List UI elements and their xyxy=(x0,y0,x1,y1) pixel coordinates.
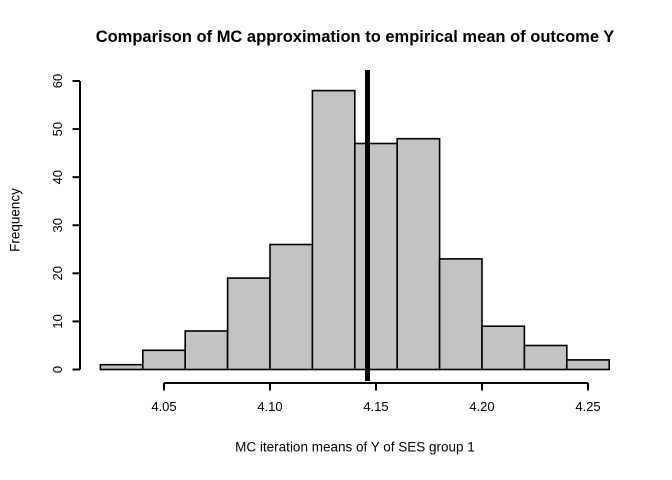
histogram-bar xyxy=(523,344,568,371)
histogram-bar xyxy=(311,89,356,371)
y-axis-label: Frequency xyxy=(7,188,23,252)
y-tick-label: 30 xyxy=(50,218,65,232)
y-tick-label: 10 xyxy=(50,314,65,328)
histogram-bar xyxy=(269,243,314,371)
histogram-bar xyxy=(396,137,441,371)
histogram-bar xyxy=(184,330,229,371)
chart-title: Comparison of MC approximation to empiri… xyxy=(95,28,615,46)
histogram-bars xyxy=(99,89,610,371)
y-tick-label: 20 xyxy=(50,266,65,280)
x-axis: 4.05 4.10 4.15 4.20 4.25 xyxy=(151,382,601,414)
histogram-bar xyxy=(565,359,610,371)
histogram-bar xyxy=(226,277,271,371)
x-tick-label: 4.25 xyxy=(575,399,600,414)
y-tick-label: 40 xyxy=(50,170,65,184)
x-tick-label: 4.15 xyxy=(363,399,388,414)
y-tick-label: 0 xyxy=(50,366,65,373)
x-axis-label: MC iteration means of Y of SES group 1 xyxy=(235,439,475,455)
x-tick-label: 4.20 xyxy=(469,399,494,414)
y-tick-label: 50 xyxy=(50,122,65,136)
histogram-bar xyxy=(99,363,144,371)
x-tick-label: 4.05 xyxy=(151,399,176,414)
histogram-bar xyxy=(481,325,526,371)
histogram-bar xyxy=(438,258,483,371)
y-axis: 0 10 20 30 40 50 60 xyxy=(50,74,81,373)
y-tick-label: 60 xyxy=(50,74,65,88)
histogram-bar xyxy=(353,142,398,371)
histogram-bar xyxy=(142,349,187,371)
x-tick-label: 4.10 xyxy=(257,399,282,414)
